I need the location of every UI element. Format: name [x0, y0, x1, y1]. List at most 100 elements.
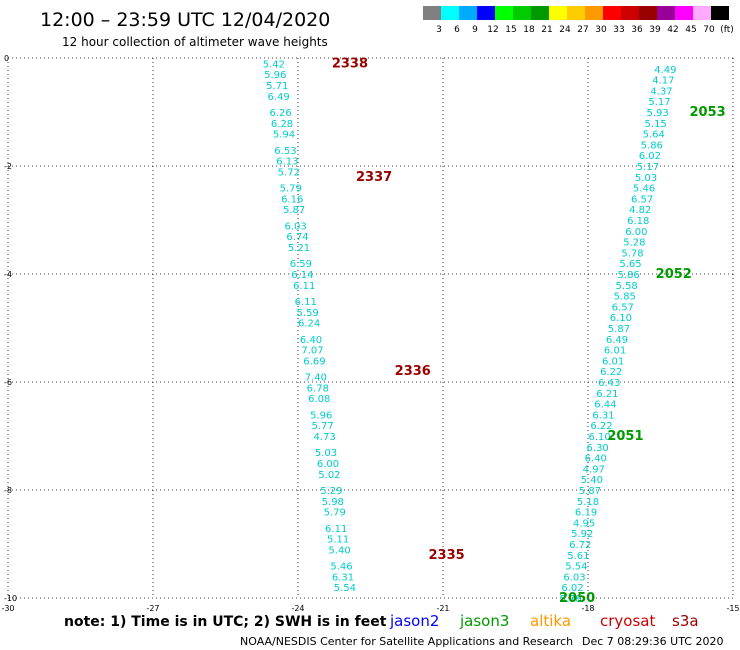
wave-height-value: 5.77 — [312, 421, 334, 432]
scale-label: 30 — [595, 25, 607, 35]
scale-swatch — [657, 6, 675, 20]
wave-height-value: 6.18 — [627, 216, 649, 227]
wave-height-value: 5.42 — [263, 59, 285, 70]
wave-height-value: 6.00 — [317, 459, 339, 470]
wave-height-value: 5.61 — [567, 551, 589, 562]
wave-height-value: 6.14 — [291, 270, 313, 281]
wave-height-value: 5.46 — [633, 184, 655, 195]
scale-label: 70 — [703, 25, 715, 35]
wave-height-value: 5.98 — [322, 497, 344, 508]
wave-height-value: 6.28 — [271, 119, 293, 130]
wave-height-value: 6.31 — [332, 572, 354, 583]
wave-height-value: 4.73 — [313, 432, 335, 443]
wave-height-value: 6.02 — [561, 583, 583, 594]
x-tick-label: -27 — [146, 604, 159, 613]
time-labels: 2338 2337 2336 2335 2053 2052 2051 2050 — [332, 56, 726, 606]
wave-height-value: 5.40 — [581, 475, 603, 486]
wave-height-value: 6.03 — [284, 221, 306, 232]
wave-height-value: 6.16 — [281, 194, 303, 205]
wave-height-value: 4.49 — [654, 65, 676, 76]
wave-height-value: 5.87 — [579, 486, 601, 497]
wave-height-value: 5.78 — [621, 248, 643, 259]
wave-height-value: 7.07 — [301, 346, 323, 357]
scale-label: 45 — [685, 25, 696, 35]
wave-height-value: 6.03 — [563, 572, 585, 583]
x-tick-label: -18 — [581, 604, 594, 613]
pass-time-label: 2336 — [395, 364, 431, 379]
wave-height-value: 6.59 — [290, 259, 312, 270]
scale-label: 42 — [667, 25, 678, 35]
x-tick-label: -21 — [436, 604, 449, 613]
scale-swatch — [549, 6, 567, 20]
wave-height-value: 6.31 — [592, 410, 614, 421]
wave-height-value: 5.86 — [617, 270, 639, 281]
wave-height-value: 5.29 — [320, 486, 342, 497]
wave-height-value: 5.18 — [577, 497, 599, 508]
pass-time-label: 2338 — [332, 56, 368, 71]
x-axis-tick-labels: -30 -27 -24 -21 -18 -15 — [1, 604, 739, 613]
scale-label: 9 — [472, 25, 478, 35]
wave-height-value: 6.21 — [596, 389, 618, 400]
y-axis-tick-labels: 0 -2 -4 -6 -8 -10 — [4, 54, 17, 603]
wave-height-value: 6.49 — [268, 92, 290, 103]
scale-swatch — [441, 6, 459, 20]
scale-swatch — [639, 6, 657, 20]
scale-label: (ft) — [720, 25, 734, 35]
wave-height-value: 6.10 — [610, 313, 632, 324]
wave-height-value: 5.79 — [280, 184, 302, 195]
wave-height-value: 6.19 — [575, 508, 597, 519]
scale-swatch — [567, 6, 585, 20]
wave-height-value: 6.40 — [585, 454, 607, 465]
wave-height-value: 5.17 — [637, 162, 659, 173]
wave-height-value: 4.82 — [629, 205, 651, 216]
y-tick-label: -2 — [4, 162, 12, 171]
wave-height-value: 6.40 — [300, 335, 322, 346]
legend-item-cryosat: cryosat — [600, 612, 655, 630]
pass-time-label: 2337 — [356, 170, 392, 185]
chart-title: 12:00 – 23:59 UTC 12/04/2020 — [40, 9, 330, 31]
wave-height-value: 6.08 — [308, 394, 330, 405]
satellite-legend: jason2 jason3 altika cryosat s3a — [389, 612, 699, 630]
wave-height-value: 6.69 — [303, 356, 325, 367]
wave-height-value: 6.11 — [325, 524, 347, 535]
wave-height-value: 5.17 — [648, 97, 670, 108]
wave-height-value: 5.40 — [328, 545, 350, 556]
pass-time-label: 2051 — [607, 429, 643, 444]
scale-swatch — [513, 6, 531, 20]
wave-height-value: 5.85 — [614, 292, 636, 303]
wave-height-value: 6.72 — [569, 540, 591, 551]
wave-height-value: 5.65 — [619, 259, 641, 270]
wave-height-value: 7.40 — [305, 373, 327, 384]
scale-swatch — [711, 6, 729, 20]
wave-height-value: 5.03 — [635, 173, 657, 184]
wave-height-value: 5.72 — [278, 167, 300, 178]
wave-height-value: 6.30 — [587, 443, 609, 454]
wave-height-value: 6.11 — [293, 281, 315, 292]
scale-label: 36 — [631, 25, 643, 35]
y-tick-label: -10 — [4, 594, 17, 603]
scale-swatch — [495, 6, 513, 20]
wave-height-value: 4.95 — [573, 518, 595, 529]
wave-height-value: 5.28 — [623, 238, 645, 249]
wave-height-value: 6.02 — [639, 151, 661, 162]
scale-swatch — [459, 6, 477, 20]
wave-height-value: 6.10 — [588, 432, 610, 443]
footer-note: note: 1) Time is in UTC; 2) SWH is in fe… — [64, 614, 387, 630]
plot-grid — [7, 57, 734, 599]
legend-item-s3a: s3a — [672, 612, 699, 630]
color-scale-bar: 3 6 9 12 15 18 21 24 27 30 33 36 39 42 45 70 (ft) — [423, 6, 734, 35]
wave-height-value: 6.22 — [600, 367, 622, 378]
wave-height-value: 6.13 — [276, 157, 298, 168]
wave-height-value: 6.44 — [594, 400, 616, 411]
y-tick-label: -4 — [4, 270, 12, 279]
wave-height-value: 6.57 — [612, 302, 634, 313]
wave-height-value: 5.54 — [334, 583, 356, 594]
legend-item-jason2: jason2 — [389, 612, 439, 630]
x-tick-label: -15 — [726, 604, 739, 613]
legend-item-altika: altika — [530, 612, 571, 630]
wave-height-value: 6.26 — [269, 108, 291, 119]
wave-height-value: 5.92 — [571, 529, 593, 540]
wave-height-value: 5.15 — [645, 119, 667, 130]
wave-height-value: 6.01 — [604, 346, 626, 357]
